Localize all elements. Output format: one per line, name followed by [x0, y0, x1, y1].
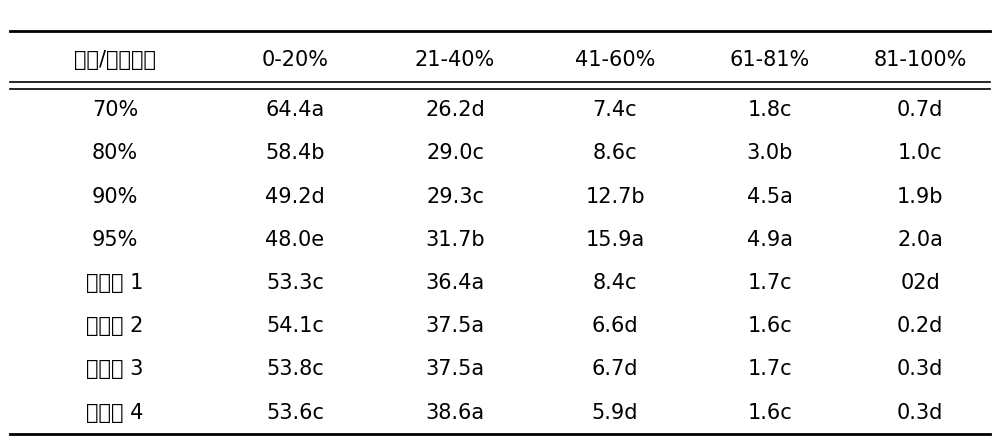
Text: 64.4a: 64.4a — [265, 100, 325, 120]
Text: 58.4b: 58.4b — [265, 144, 325, 163]
Text: 37.5a: 37.5a — [425, 316, 485, 336]
Text: 4.9a: 4.9a — [747, 230, 793, 250]
Text: 31.7b: 31.7b — [425, 230, 485, 250]
Text: 8.4c: 8.4c — [593, 273, 637, 293]
Text: 实施例 1: 实施例 1 — [86, 273, 144, 293]
Text: 4.5a: 4.5a — [747, 187, 793, 206]
Text: 1.7c: 1.7c — [748, 359, 792, 379]
Text: 36.4a: 36.4a — [425, 273, 485, 293]
Text: 1.0c: 1.0c — [898, 144, 942, 163]
Text: 53.6c: 53.6c — [266, 403, 324, 423]
Text: 0.3d: 0.3d — [897, 403, 943, 423]
Text: 1.8c: 1.8c — [748, 100, 792, 120]
Text: 26.2d: 26.2d — [425, 100, 485, 120]
Text: 48.0e: 48.0e — [265, 230, 325, 250]
Text: 6.7d: 6.7d — [592, 359, 638, 379]
Text: 1.9b: 1.9b — [897, 187, 943, 206]
Text: 90%: 90% — [92, 187, 138, 206]
Text: 7.4c: 7.4c — [593, 100, 637, 120]
Text: 6.6d: 6.6d — [592, 316, 638, 336]
Text: 80%: 80% — [92, 144, 138, 163]
Text: 02d: 02d — [900, 273, 940, 293]
Text: 实施例 2: 实施例 2 — [86, 316, 144, 336]
Text: 21-40%: 21-40% — [415, 50, 495, 70]
Text: 1.6c: 1.6c — [748, 316, 792, 336]
Text: 54.1c: 54.1c — [266, 316, 324, 336]
Text: 8.6c: 8.6c — [593, 144, 637, 163]
Text: 12.7b: 12.7b — [585, 187, 645, 206]
Text: 70%: 70% — [92, 100, 138, 120]
Text: 37.5a: 37.5a — [425, 359, 485, 379]
Text: 0-20%: 0-20% — [262, 50, 328, 70]
Text: 49.2d: 49.2d — [265, 187, 325, 206]
Text: 29.3c: 29.3c — [426, 187, 484, 206]
Text: 0.3d: 0.3d — [897, 359, 943, 379]
Text: 53.8c: 53.8c — [266, 359, 324, 379]
Text: 实施例 4: 实施例 4 — [86, 403, 144, 423]
Text: 实施例 3: 实施例 3 — [86, 359, 144, 379]
Text: 41-60%: 41-60% — [575, 50, 655, 70]
Text: 15.9a: 15.9a — [585, 230, 645, 250]
Text: 38.6a: 38.6a — [425, 403, 485, 423]
Text: 1.6c: 1.6c — [748, 403, 792, 423]
Text: 29.0c: 29.0c — [426, 144, 484, 163]
Text: 81-100%: 81-100% — [873, 50, 967, 70]
Text: 61-81%: 61-81% — [730, 50, 810, 70]
Text: 0.2d: 0.2d — [897, 316, 943, 336]
Text: 1.7c: 1.7c — [748, 273, 792, 293]
Text: 0.7d: 0.7d — [897, 100, 943, 120]
Text: 95%: 95% — [92, 230, 138, 250]
Text: 53.3c: 53.3c — [266, 273, 324, 293]
Text: 5.9d: 5.9d — [592, 403, 638, 423]
Text: 2.0a: 2.0a — [897, 230, 943, 250]
Text: 3.0b: 3.0b — [747, 144, 793, 163]
Text: 处理/烧伤比例: 处理/烧伤比例 — [74, 50, 156, 70]
